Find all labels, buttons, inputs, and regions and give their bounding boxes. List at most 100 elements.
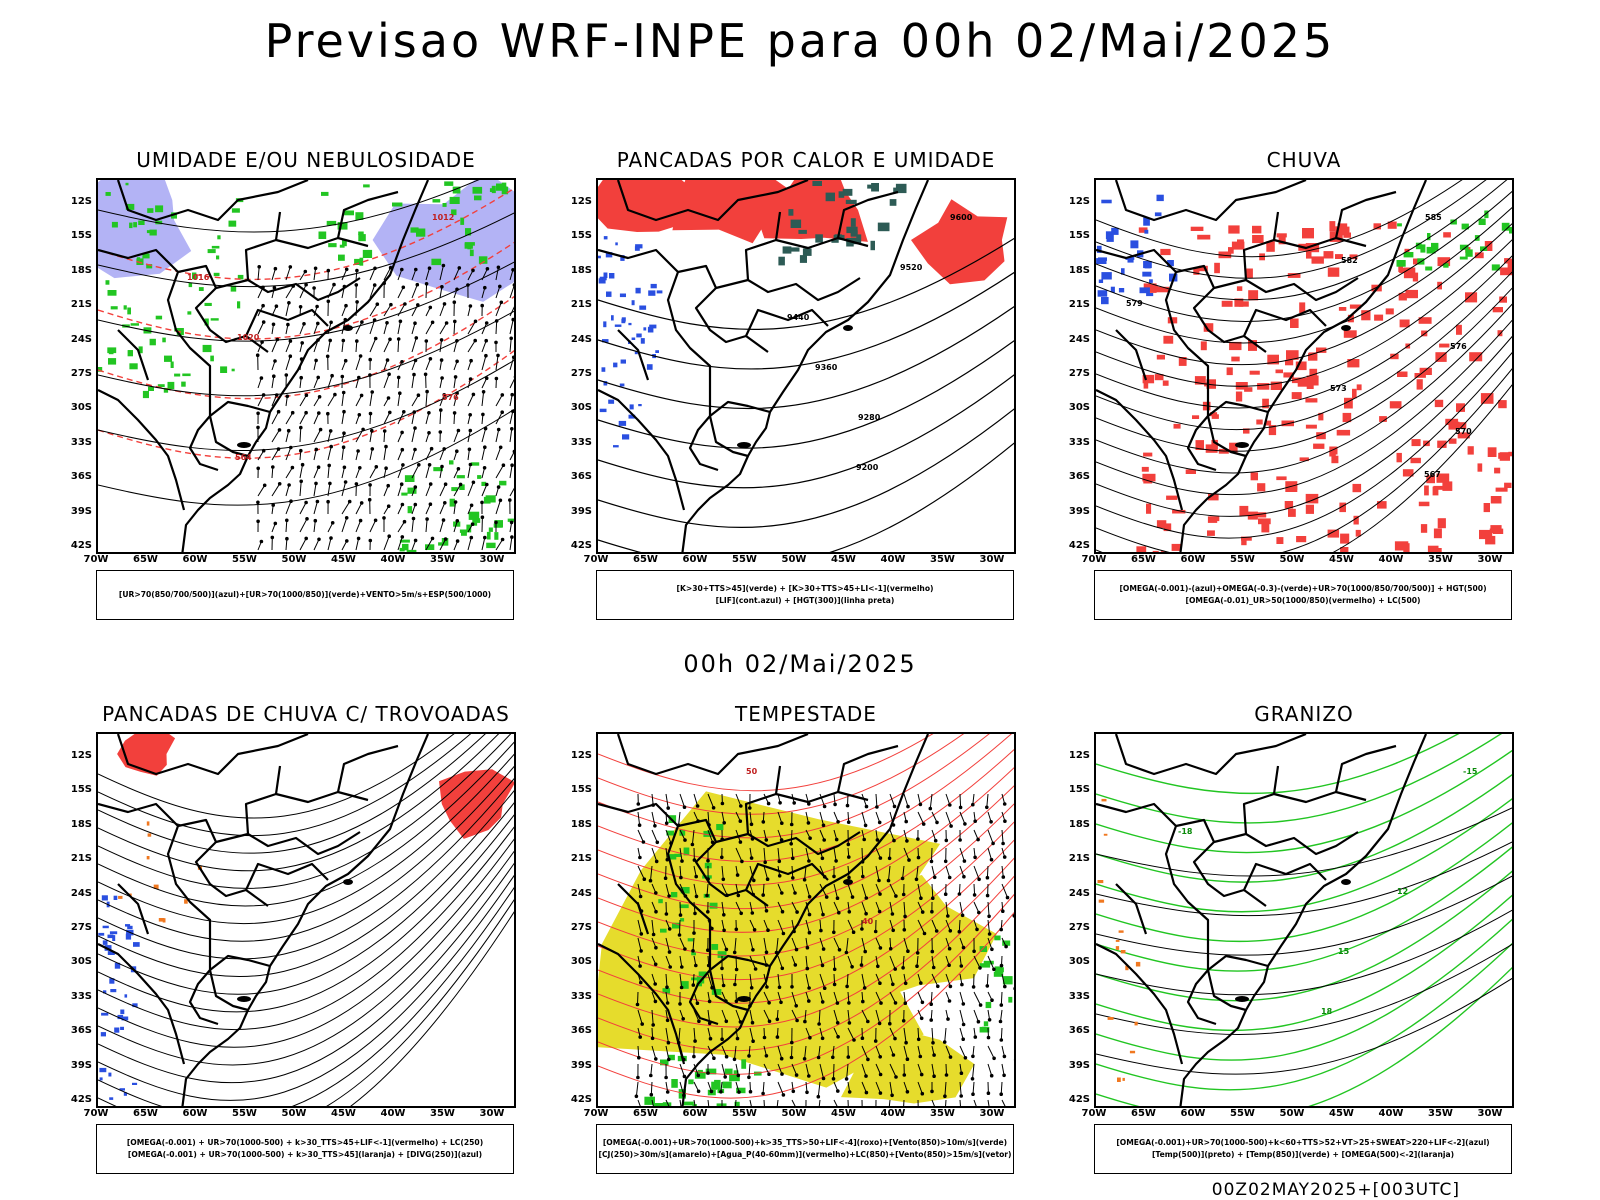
map-trovoadas xyxy=(96,732,516,1108)
lat-label: 36S xyxy=(70,471,92,483)
lat-label: 18S xyxy=(570,818,592,830)
lon-label: 50W xyxy=(781,554,807,565)
lat-label: 30S xyxy=(1068,956,1090,968)
lat-label: 42S xyxy=(570,1094,592,1105)
streamlines xyxy=(98,734,514,1106)
lon-label: 35W xyxy=(430,554,455,565)
lat-label: 30S xyxy=(70,956,92,968)
legend-line: [Temp(500)](preto) + [Temp(850)](verde) … xyxy=(1151,1150,1455,1159)
contour-label: 585 xyxy=(1425,213,1442,222)
lon-label: 45W xyxy=(1329,554,1354,565)
legend-pancadas: [K>30+TTS>45](verde) + [K>30+TTS>45+LI<-… xyxy=(596,570,1014,620)
geopotential-contours xyxy=(598,237,1014,552)
panel-title-trovoadas: PANCADAS DE CHUVA C/ TROVOADAS xyxy=(102,702,510,726)
lat-label: 27S xyxy=(1068,922,1090,933)
lat-label: 39S xyxy=(570,505,592,517)
contour-labels-granizo: -15 -18 12 15 18 xyxy=(1178,767,1478,1016)
lon-label: 40W xyxy=(380,1108,406,1119)
lat-label: 39S xyxy=(70,1059,92,1071)
humidity-area xyxy=(372,180,514,302)
lat-label: 30S xyxy=(1068,402,1090,414)
legend-trovoadas: [OMEGA(-0.001) + UR>70(1000-500) + k>30_… xyxy=(96,1124,514,1174)
rain-area-green xyxy=(1396,210,1512,271)
lat-label: 24S xyxy=(70,333,92,345)
lon-label: 35W xyxy=(1428,1108,1453,1119)
lat-label: 18S xyxy=(70,264,92,276)
lat-label: 18S xyxy=(1068,264,1090,276)
lon-label: 40W xyxy=(1378,1108,1404,1119)
lon-label: 40W xyxy=(880,1108,906,1119)
lon-label: 30W xyxy=(979,1108,1005,1119)
low-humidity-green xyxy=(399,460,514,552)
heat-shower-area xyxy=(598,180,686,232)
lon-label: 35W xyxy=(930,1108,955,1119)
lat-label: 15S xyxy=(570,230,592,242)
lat-label: 42S xyxy=(70,540,92,551)
legend-line: [LIF](cont.azul) + [HGT(300)](linha pret… xyxy=(715,596,895,605)
lon-label: 55W xyxy=(732,554,757,565)
lon-label: 45W xyxy=(1329,1108,1354,1119)
lat-label: 24S xyxy=(570,333,592,345)
lon-label: 55W xyxy=(732,1108,757,1119)
rain-area-red xyxy=(1136,221,1512,552)
lat-label: 15S xyxy=(70,784,92,796)
lat-label: 12S xyxy=(570,196,592,207)
legend-line: [UR>70(850/700/500)](azul)+[UR>70(1000/8… xyxy=(118,590,492,599)
map-canvas-tempestade: 50 40 xyxy=(598,734,1014,1106)
contour-label: 570 xyxy=(1455,427,1472,436)
jet-stream-area xyxy=(841,1032,975,1104)
map-canvas-pancadas: 9600 9520 9440 9360 9280 9200 xyxy=(598,180,1014,552)
contour-label: 582 xyxy=(1341,256,1358,265)
contour-label: 1012 xyxy=(432,213,454,222)
lat-label: 36S xyxy=(570,471,592,483)
contour-label: 9520 xyxy=(900,263,923,272)
panel-title-chuva: CHUVA xyxy=(1266,148,1342,172)
lat-label: 36S xyxy=(1068,471,1090,483)
lat-label: 33S xyxy=(70,990,92,1002)
wind-850-green xyxy=(644,1054,762,1106)
contour-labels-tempestade: 50 40 xyxy=(746,767,874,926)
wind-vectors xyxy=(255,263,514,551)
country-borders xyxy=(1096,180,1428,552)
map-granizo: -15 -18 12 15 18 xyxy=(1094,732,1514,1108)
lat-label: 27S xyxy=(570,368,592,379)
lat-label: 15S xyxy=(70,230,92,242)
lon-label: 30W xyxy=(1477,554,1503,565)
lat-label: 12S xyxy=(1068,196,1090,207)
contour-label: 579 xyxy=(1126,299,1143,308)
lat-label: 12S xyxy=(1068,750,1090,761)
country-borders xyxy=(598,180,930,552)
lat-label: 39S xyxy=(70,505,92,517)
contour-label: -18 xyxy=(1178,827,1193,836)
lat-label: 24S xyxy=(1068,333,1090,345)
lat-label: 27S xyxy=(70,922,92,933)
legend-line: [OMEGA(-0.001)-(azul)+OMEGA(-0.3)-(verde… xyxy=(1119,584,1487,593)
lat-label: 30S xyxy=(70,402,92,414)
map-umidade: 1012 1016 1020 576 564 xyxy=(96,178,516,554)
legend-line: [OMEGA(-0.001)+UR>70(1000-500)+k<60+TTS>… xyxy=(1116,1138,1490,1147)
map-canvas-trovoadas xyxy=(98,734,514,1106)
lat-label: 18S xyxy=(1068,818,1090,830)
humidity-area xyxy=(98,180,192,279)
legend-umidade: [UR>70(850/700/500)](azul)+[UR>70(1000/8… xyxy=(96,570,514,620)
map-chuva: 585 582 579 576 573 570 567 xyxy=(1094,178,1514,554)
wind-vectors xyxy=(634,793,1014,1106)
legend-line: [K>30+TTS>45](verde) + [K>30+TTS>45+LI<-… xyxy=(676,584,934,593)
lon-label: 50W xyxy=(281,554,307,565)
lat-label: 15S xyxy=(1068,230,1090,242)
contour-label: 564 xyxy=(235,453,252,462)
lon-label: 35W xyxy=(430,1108,455,1119)
country-borders xyxy=(98,734,430,1106)
lon-label: 60W xyxy=(682,1108,708,1119)
lon-label: 65W xyxy=(1131,1108,1156,1119)
lon-label: 55W xyxy=(1230,554,1255,565)
lon-label: 30W xyxy=(1477,1108,1503,1119)
lat-label: 24S xyxy=(570,887,592,899)
contour-label: 1016 xyxy=(187,273,210,282)
lon-label: 70W xyxy=(583,554,609,565)
lon-label: 60W xyxy=(1180,554,1206,565)
lon-label: 70W xyxy=(583,1108,609,1119)
lat-label: 21S xyxy=(70,853,92,865)
jet-stream-area xyxy=(598,791,941,1088)
lon-label: 60W xyxy=(182,554,208,565)
